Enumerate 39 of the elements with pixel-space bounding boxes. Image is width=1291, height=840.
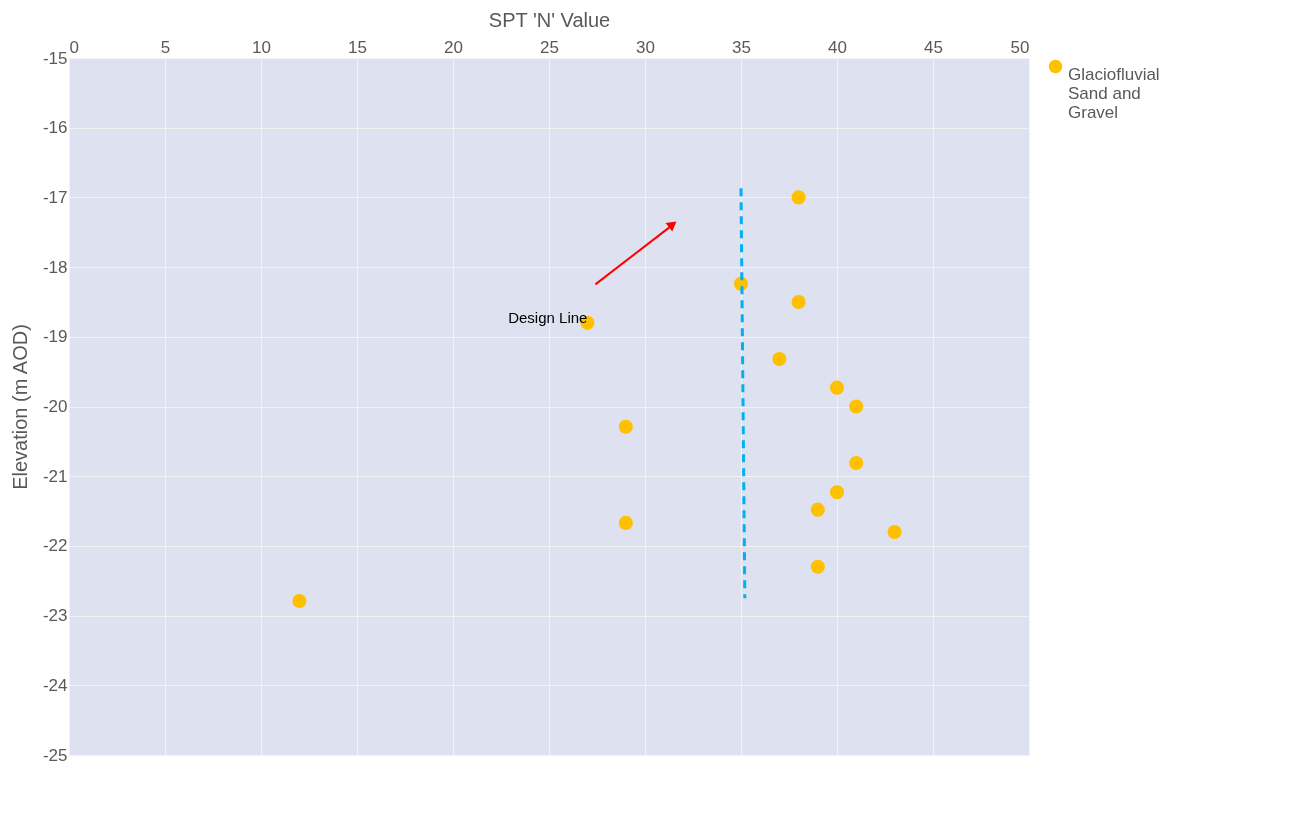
x-tick-label: 25: [540, 37, 559, 57]
point: [791, 190, 806, 205]
point: [849, 455, 864, 471]
x-axis-title: SPT 'N' Value: [488, 8, 611, 31]
annotation: Design Line: [508, 309, 588, 327]
y-tick-label: -24: [42, 675, 68, 695]
x-tick-label: 10: [252, 37, 271, 57]
x-tick-label: 15: [348, 37, 367, 57]
y-tick-label: -25: [42, 745, 68, 765]
y-tick-label: -21: [42, 466, 68, 486]
point: [849, 399, 864, 414]
x-tick-label: 5: [160, 37, 171, 57]
point: [887, 524, 902, 540]
y-tick-label: -23: [42, 606, 68, 626]
point: [772, 352, 787, 367]
point: [829, 485, 845, 500]
x-tick-label: 40: [828, 37, 847, 57]
point: [791, 294, 806, 310]
y-tick-label: -22: [42, 536, 68, 556]
legend-label: Glaciofluvial Sand and Gravel: [1068, 64, 1160, 122]
point: [292, 593, 307, 609]
y-tick-label: -19: [42, 327, 68, 347]
x-tick-label: 30: [636, 37, 655, 57]
x-tick-label: 45: [924, 37, 943, 57]
point: [618, 515, 633, 530]
y-tick-label: -20: [42, 397, 68, 416]
y-tick-label: -15: [42, 48, 68, 68]
y-tick-label: -16: [42, 118, 68, 138]
point: [810, 502, 825, 517]
x-tick-label: 50: [1010, 37, 1030, 57]
x-tick-label: 0: [69, 37, 79, 57]
x-tick-label: 35: [732, 37, 751, 57]
y-tick-label: -17: [42, 187, 68, 207]
y-tick-label: -18: [42, 257, 68, 277]
x-tick-label: 20: [444, 37, 463, 57]
point: [810, 559, 825, 574]
point: [618, 419, 633, 434]
point: [829, 380, 845, 395]
y-axis-title: Elevation (m AOD): [8, 324, 31, 490]
